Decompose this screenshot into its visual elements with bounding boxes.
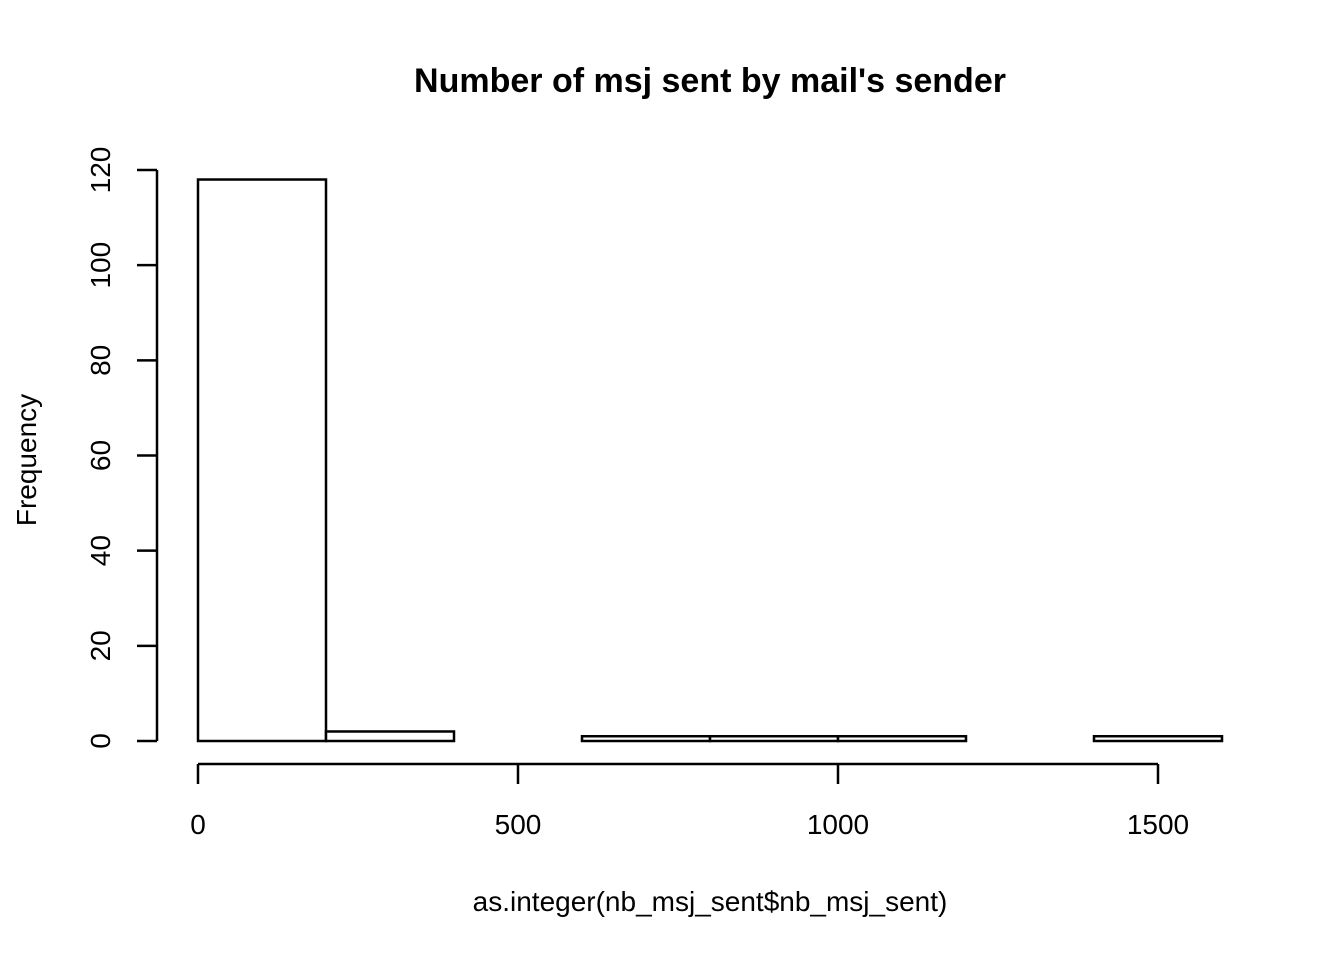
- x-tick-label: 1500: [1127, 809, 1189, 840]
- chart-title: Number of msj sent by mail's sender: [414, 62, 1006, 100]
- histogram-bar-3: [580, 734, 712, 743]
- histogram-bars: [196, 178, 1224, 743]
- histogram-bar-5: [836, 734, 968, 743]
- histogram-bar-0: [196, 178, 328, 743]
- y-tick-label: 20: [85, 630, 116, 661]
- histogram-bar-4: [708, 734, 840, 743]
- y-tick-label: 40: [85, 535, 116, 566]
- x-tick-label: 1000: [807, 809, 869, 840]
- y-tick-label: 80: [85, 345, 116, 376]
- y-axis: 0 20 40 60 80 100 120: [85, 147, 159, 749]
- y-tick-label: 0: [85, 733, 116, 749]
- x-axis-label: as.integer(nb_msj_sent$nb_msj_sent): [473, 886, 948, 917]
- y-tick-label: 100: [85, 242, 116, 289]
- x-axis: 0 500 1000 1500: [190, 762, 1189, 840]
- y-tick-label: 60: [85, 440, 116, 471]
- y-axis-label: Frequency: [11, 394, 42, 526]
- x-tick-label: 0: [190, 809, 206, 840]
- y-tick-label: 120: [85, 147, 116, 194]
- x-tick-label: 500: [495, 809, 542, 840]
- histogram-bar-1: [324, 730, 456, 743]
- histogram-bar-7: [1092, 734, 1224, 743]
